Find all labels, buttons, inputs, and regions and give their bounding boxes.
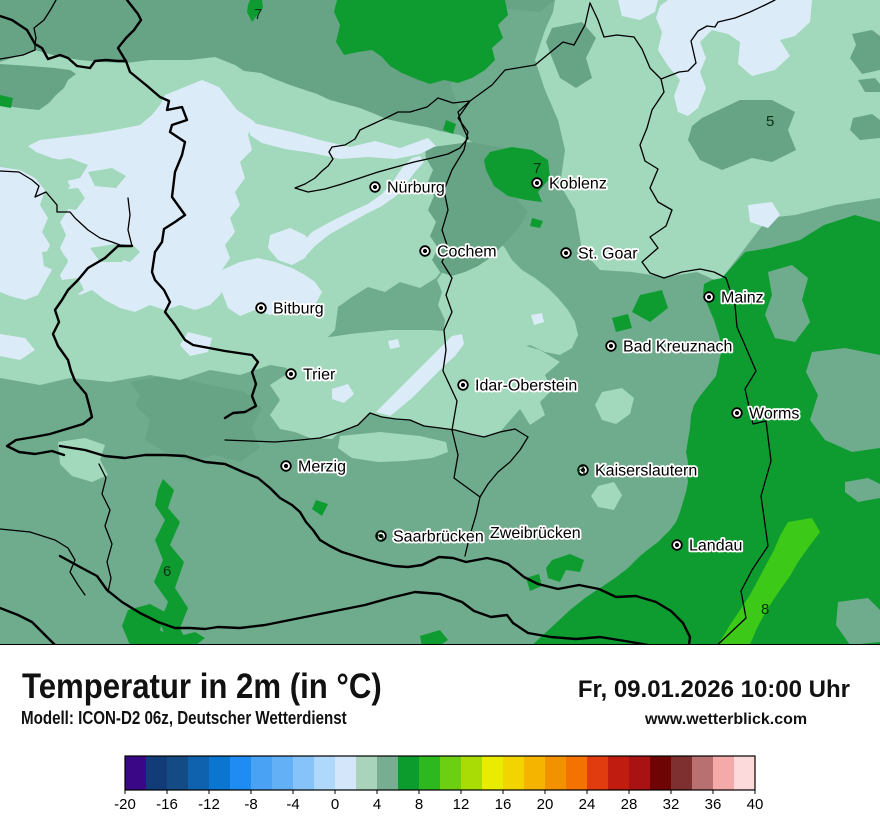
- svg-text:-4: -4: [286, 796, 299, 813]
- svg-text:8: 8: [415, 796, 423, 813]
- svg-text:Kaiserslautern: Kaiserslautern: [595, 463, 697, 480]
- svg-text:-12: -12: [198, 796, 220, 813]
- svg-text:Merzig: Merzig: [298, 459, 346, 476]
- svg-text:36: 36: [705, 796, 722, 813]
- svg-text:40: 40: [747, 796, 764, 813]
- svg-text:-16: -16: [156, 796, 178, 813]
- svg-text:St. Goar: St. Goar: [578, 246, 638, 263]
- svg-text:7: 7: [254, 6, 262, 23]
- svg-text:24: 24: [579, 796, 596, 813]
- svg-text:12: 12: [453, 796, 470, 813]
- svg-text:Saarbrücken: Saarbrücken: [393, 529, 484, 546]
- svg-text:16: 16: [495, 796, 512, 813]
- svg-text:6: 6: [163, 563, 171, 580]
- svg-text:7: 7: [533, 160, 541, 177]
- svg-text:Zweibrücken: Zweibrücken: [490, 525, 581, 542]
- svg-text:0: 0: [331, 796, 339, 813]
- svg-text:32: 32: [663, 796, 680, 813]
- svg-text:Landau: Landau: [689, 538, 742, 555]
- svg-text:Bad Kreuznach: Bad Kreuznach: [623, 339, 732, 356]
- svg-text:-20: -20: [114, 796, 136, 813]
- svg-text:4: 4: [373, 796, 381, 813]
- svg-text:Cochem: Cochem: [437, 244, 497, 261]
- svg-text:6: 6: [376, 528, 384, 545]
- svg-text:Trier: Trier: [303, 367, 336, 384]
- svg-text:-8: -8: [244, 796, 257, 813]
- svg-text:Nürburg: Nürburg: [387, 180, 445, 197]
- svg-text:Mainz: Mainz: [721, 290, 764, 307]
- svg-text:20: 20: [537, 796, 554, 813]
- svg-text:Koblenz: Koblenz: [549, 176, 607, 193]
- svg-text:28: 28: [621, 796, 638, 813]
- svg-text:Idar-Oberstein: Idar-Oberstein: [475, 378, 577, 395]
- svg-text:Worms: Worms: [749, 406, 799, 423]
- svg-text:6: 6: [577, 463, 585, 480]
- svg-text:5: 5: [766, 113, 774, 130]
- svg-text:8: 8: [761, 601, 769, 618]
- svg-text:Bitburg: Bitburg: [273, 301, 324, 318]
